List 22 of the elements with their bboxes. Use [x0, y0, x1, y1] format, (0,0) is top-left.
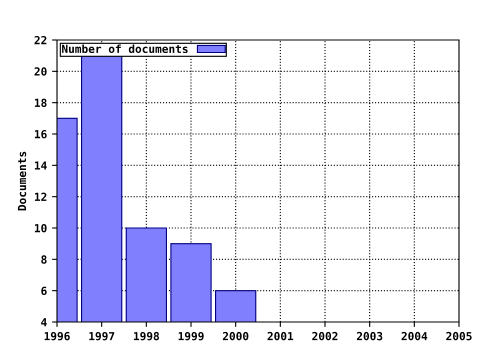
y-tick-label: 22	[34, 36, 46, 44]
y-tick-label: 10	[34, 224, 47, 232]
legend-label: Number of documents	[62, 44, 188, 54]
x-tick-label: 2001	[268, 332, 294, 340]
y-tick-label: 8	[41, 255, 47, 264]
x-tick-label: 2002	[312, 332, 338, 340]
y-tick-label: 4	[41, 318, 47, 326]
y-tick-label: 16	[34, 130, 47, 138]
x-tick-label: 2004	[402, 332, 428, 340]
y-tick-label: 6	[41, 286, 47, 296]
x-tick-label: 1997	[89, 332, 114, 340]
x-tick-label: 1999	[178, 332, 204, 340]
x-tick-label: 1996	[44, 332, 70, 340]
y-tick-label: 12	[34, 192, 46, 201]
x-tick-label: 2000	[222, 332, 248, 340]
y-tick-label: 18	[34, 98, 47, 108]
y-tick-label: 14	[34, 161, 47, 170]
x-tick-label: 2003	[356, 332, 382, 340]
y-tick-label: 20	[34, 67, 47, 76]
x-tick-label: 1998	[134, 332, 160, 340]
y-axis-title: Documents	[18, 152, 26, 210]
x-tick-label: 2005	[446, 332, 472, 340]
